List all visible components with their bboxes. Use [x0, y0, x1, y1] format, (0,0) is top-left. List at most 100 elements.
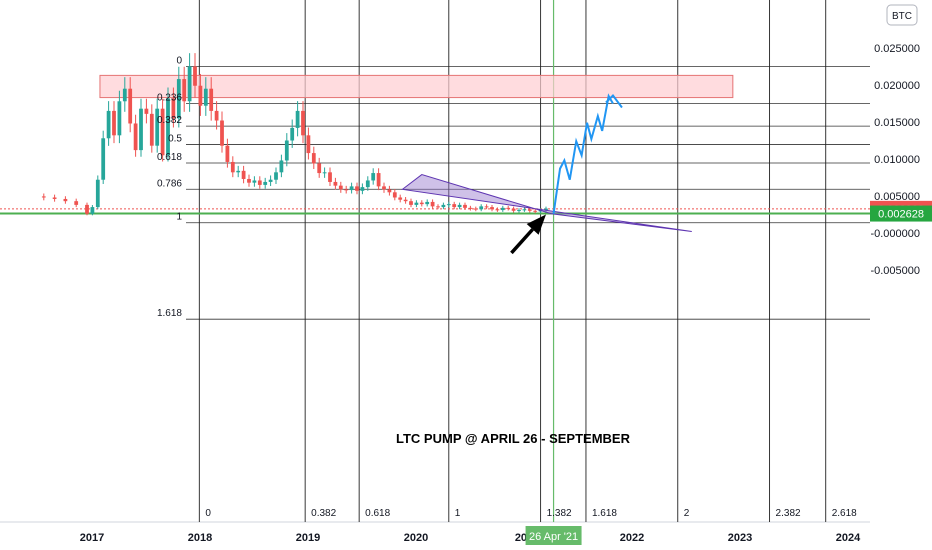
candle-body — [160, 108, 165, 156]
candle — [387, 185, 392, 196]
candle — [85, 202, 89, 216]
resistance-zone — [99, 74, 734, 99]
candle-body — [398, 197, 403, 200]
candle-body — [85, 204, 89, 214]
candle-body — [463, 204, 467, 208]
fib-level-label: 1.618 — [157, 308, 182, 319]
time-fib-label: 2.382 — [776, 508, 801, 519]
falling-wedge — [401, 173, 692, 233]
candle — [230, 156, 235, 178]
candle — [252, 176, 257, 187]
candle-body — [122, 88, 127, 102]
currency-badge[interactable]: BTC — [886, 4, 918, 26]
candle-body — [490, 207, 494, 210]
candle-body — [90, 207, 95, 214]
time-fib-label: 1.382 — [547, 508, 572, 519]
candle — [171, 87, 176, 128]
candle — [544, 206, 548, 212]
candle-body — [517, 210, 521, 212]
candle — [425, 199, 430, 207]
candle-body — [139, 108, 143, 151]
candle-body — [317, 163, 322, 174]
projection-path — [552, 93, 614, 214]
candle — [328, 167, 332, 187]
candle — [371, 168, 376, 185]
time-fib-label: 2 — [684, 508, 690, 519]
candle — [133, 114, 138, 157]
resistance-zone-layer — [99, 74, 734, 99]
candle — [290, 119, 295, 148]
candle — [360, 183, 365, 195]
candle — [295, 101, 300, 137]
candle — [257, 176, 262, 189]
candle-body — [311, 153, 316, 164]
candle-body — [441, 204, 446, 208]
candle-body — [409, 201, 413, 205]
candle-body — [95, 179, 100, 208]
candle-body — [257, 180, 262, 185]
candle — [317, 157, 322, 178]
candle-body — [274, 172, 278, 180]
candle-body — [436, 206, 440, 208]
y-axis-tick-label: 0.015000 — [874, 117, 920, 129]
candle — [90, 205, 95, 216]
candle-body — [344, 189, 349, 191]
candle-body — [252, 180, 257, 183]
candle — [220, 111, 224, 153]
candle-body — [290, 127, 295, 141]
candle — [419, 200, 424, 207]
candle-body — [301, 110, 305, 136]
y-axis-tick-label: -0.005000 — [870, 265, 920, 277]
candle — [495, 207, 500, 212]
candle-body — [247, 178, 251, 183]
candle — [193, 53, 197, 98]
annotation-text: LTC PUMP @ APRIL 26 - SEPTEMBER — [396, 431, 631, 446]
candle-body — [371, 173, 376, 181]
candle-body — [511, 208, 516, 211]
candle — [392, 189, 397, 201]
candle-body — [198, 85, 203, 106]
candle-body — [263, 181, 268, 185]
candle — [344, 185, 349, 194]
fib-level-label: 0.382 — [157, 115, 182, 126]
candle-body — [527, 209, 532, 211]
candle — [139, 98, 143, 157]
candle — [403, 197, 408, 204]
candle — [166, 87, 170, 162]
candle-body — [355, 186, 359, 191]
candle — [398, 194, 403, 203]
falling-wedge-layer — [401, 173, 692, 233]
y-axis-tick-label: 0.005000 — [874, 191, 920, 203]
candle — [128, 77, 133, 133]
candle-body — [155, 108, 160, 146]
candle-body — [106, 110, 111, 139]
candle — [122, 77, 127, 112]
x-axis-label: 2020 — [404, 532, 428, 544]
candle — [155, 98, 160, 153]
candle — [441, 202, 446, 210]
candle — [203, 77, 208, 116]
candle — [322, 167, 327, 178]
candle-body — [365, 180, 370, 188]
labels: 0 0.236 0.382 0.5 0.618 0.786 1 1.618 0 0.382 0.61… — [80, 43, 932, 545]
time-fib-label: 0.382 — [311, 508, 336, 519]
candle-body — [382, 186, 386, 190]
candle — [338, 181, 343, 193]
candle-body — [220, 120, 224, 146]
time-fib-label: 0 — [205, 508, 211, 519]
candle-body — [171, 98, 176, 119]
candle — [187, 53, 192, 112]
candle — [522, 207, 527, 212]
candle — [284, 133, 289, 167]
candle — [209, 77, 214, 121]
candle — [176, 66, 181, 128]
candle-body — [322, 172, 327, 174]
candle — [63, 196, 68, 204]
candle — [311, 146, 316, 170]
candle-body — [506, 207, 511, 209]
candle — [95, 175, 100, 210]
candle — [112, 101, 116, 144]
fib-level-label: 0.786 — [157, 178, 182, 189]
candle-body — [414, 202, 419, 205]
